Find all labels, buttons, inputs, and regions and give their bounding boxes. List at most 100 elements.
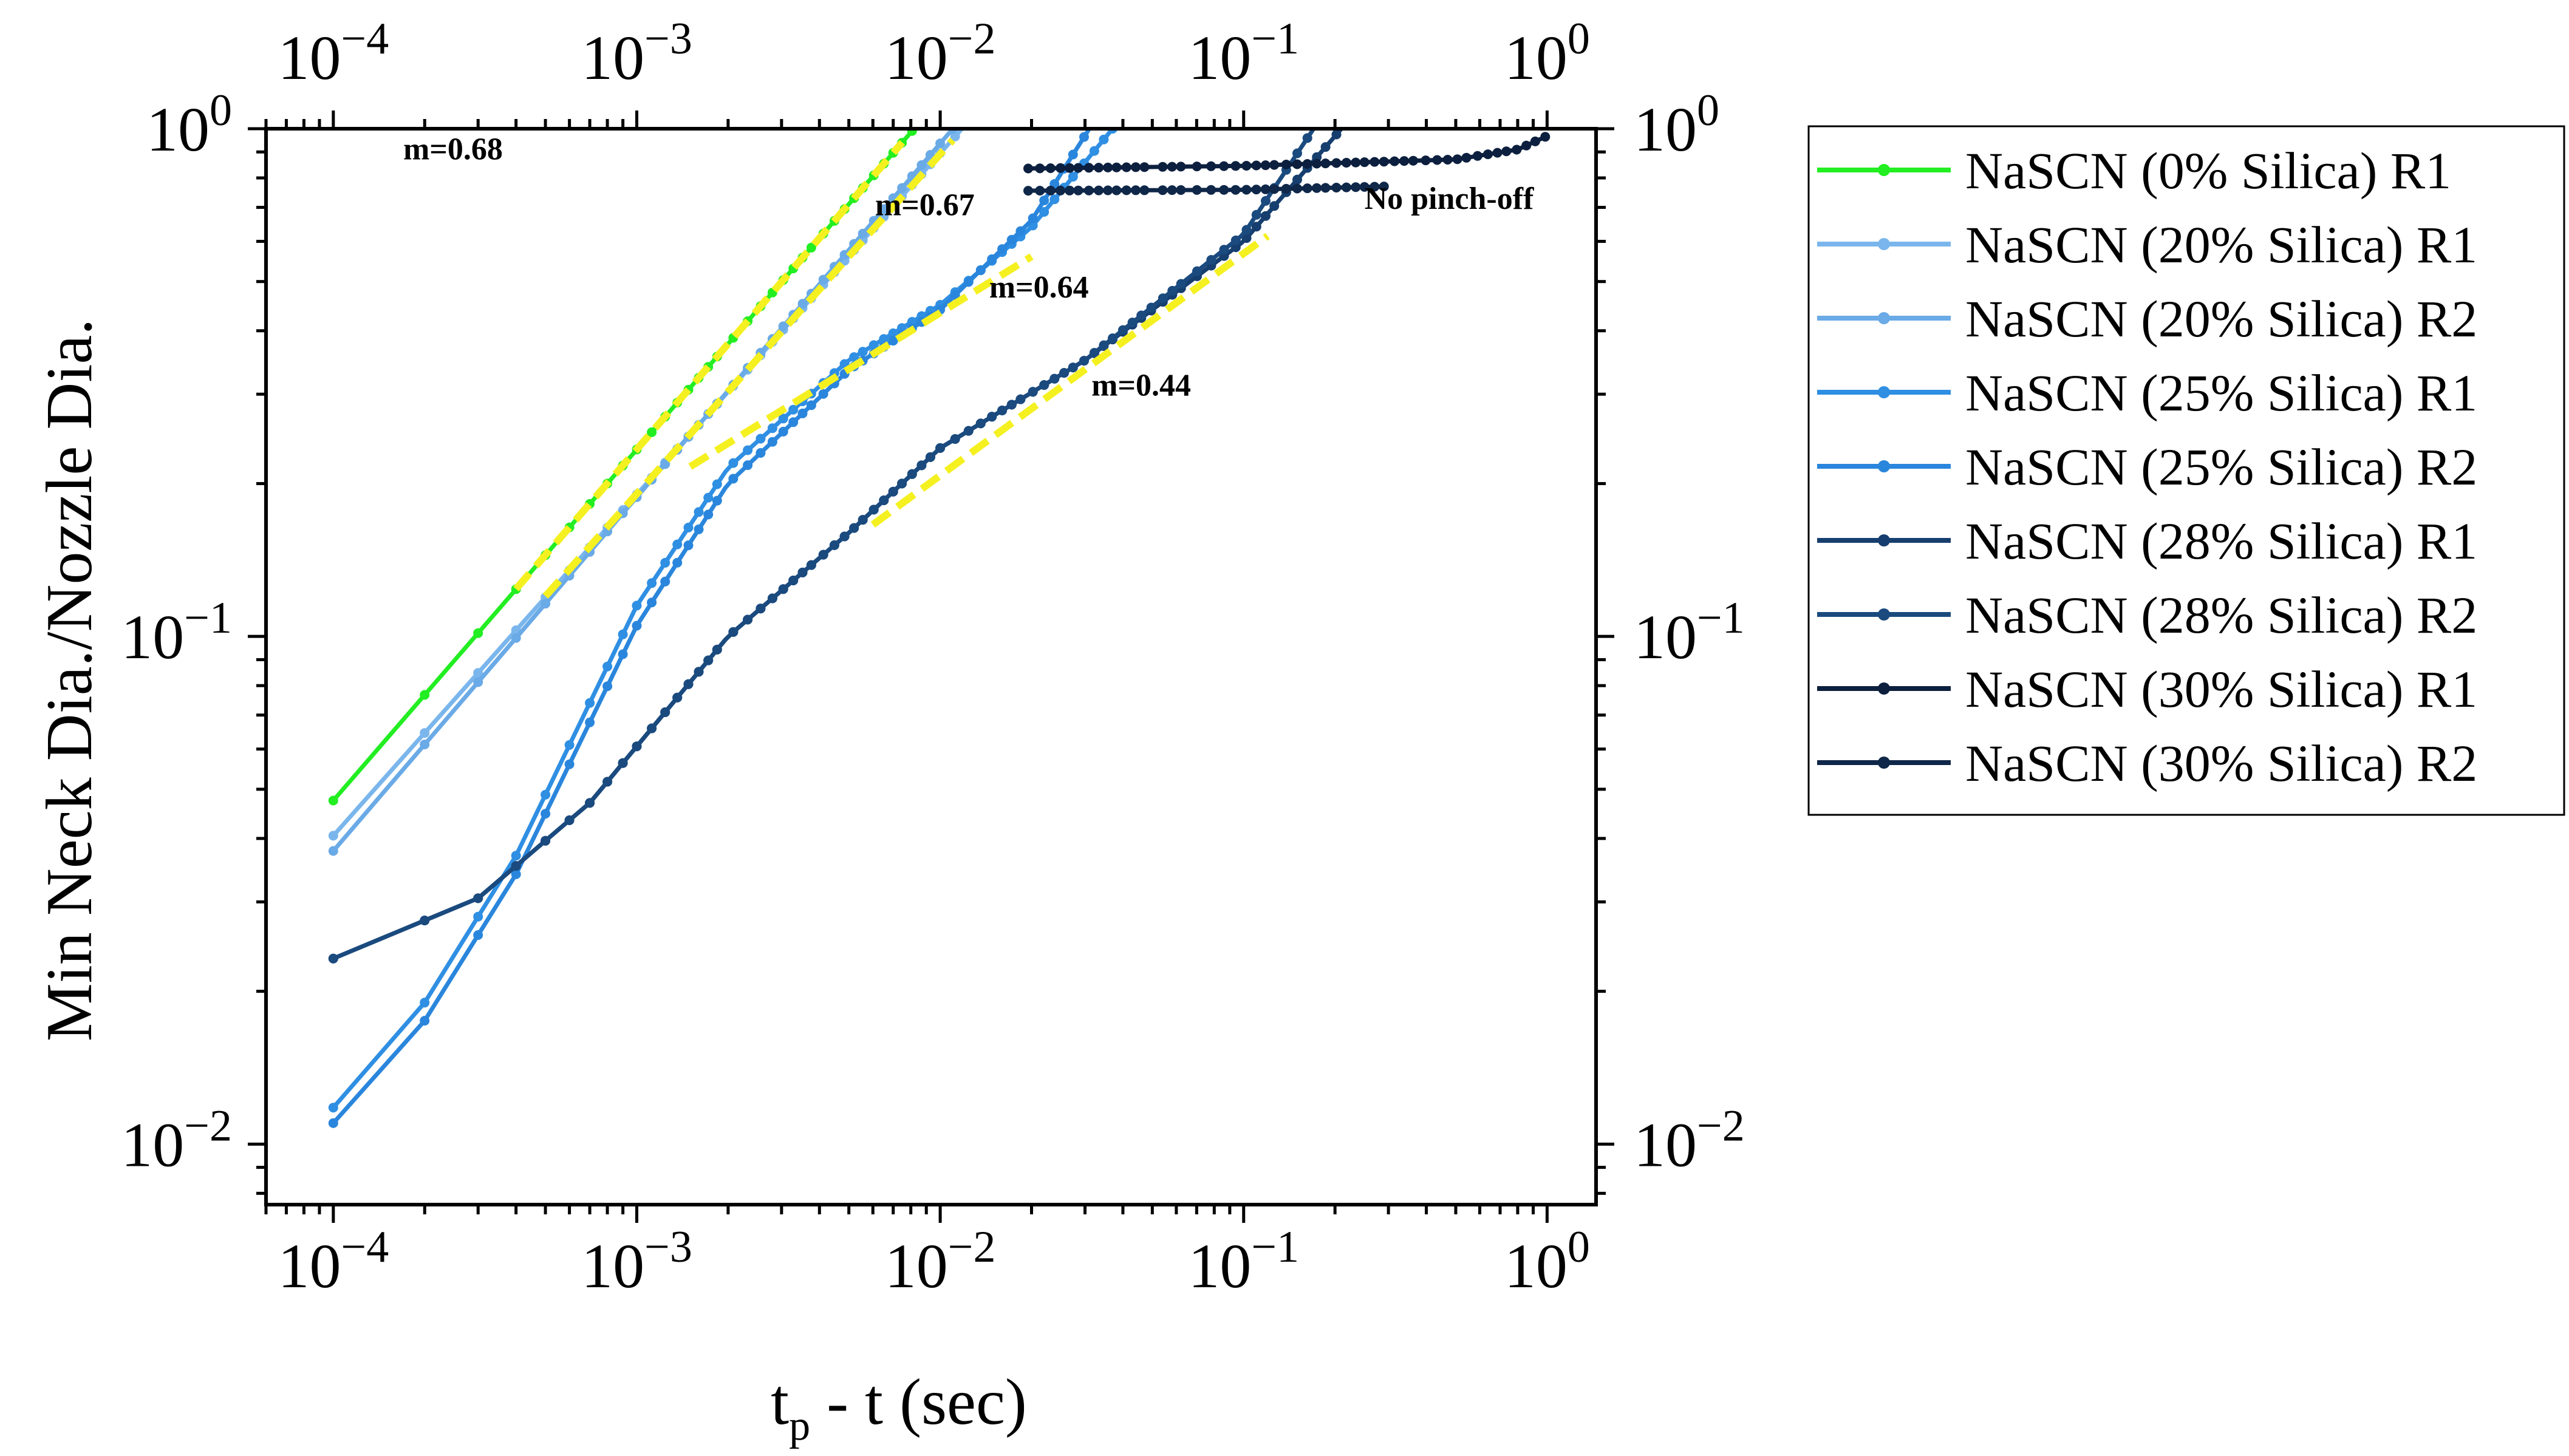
series-point (1176, 162, 1186, 172)
series-point (1192, 185, 1202, 195)
series-point (1292, 174, 1302, 185)
series-point (778, 426, 788, 437)
series-point (997, 406, 1008, 415)
annotation: m=0.64 (989, 270, 1089, 305)
series-point (797, 408, 808, 418)
series-point (1068, 149, 1078, 160)
series-point (541, 809, 551, 819)
series-point (1331, 183, 1342, 192)
x-tick-label-top: 10−4 (278, 14, 389, 93)
series-point (1260, 184, 1271, 194)
x-tick-label-bottom-exp: 0 (1568, 1222, 1590, 1272)
x-tick-label-top-base: 10 (885, 23, 948, 93)
series-point (897, 323, 907, 333)
series-point (618, 649, 628, 659)
legend-marker (1878, 757, 1890, 769)
series-point (1158, 185, 1168, 196)
series-point (743, 614, 753, 625)
legend-label: NaSCN (20% Silica) R1 (1965, 216, 2477, 274)
series-point (916, 160, 927, 170)
y-tick-label-right-base: 10 (1634, 602, 1697, 672)
series-point (788, 404, 799, 415)
series-point (1379, 157, 1389, 167)
series-point (683, 540, 694, 551)
series-point (1192, 266, 1202, 276)
series-point (660, 459, 670, 469)
y-tick-label-right-base: 10 (1634, 1110, 1697, 1180)
series-point (788, 417, 799, 427)
series-point (818, 549, 828, 560)
x-tick-label-bottom-exp: −4 (341, 1222, 389, 1272)
series-point (1219, 161, 1229, 171)
series-point (778, 584, 788, 594)
series-point (1111, 185, 1122, 196)
fit-line (870, 233, 1270, 528)
series-point (647, 427, 657, 437)
series-point (756, 434, 766, 444)
series-point (1049, 194, 1060, 205)
x-tick-label-bottom-base: 10 (1188, 1231, 1251, 1301)
series-point (660, 557, 670, 568)
series-point (879, 334, 889, 344)
legend-marker (1878, 238, 1890, 250)
series-point (1039, 196, 1049, 206)
legend-marker (1878, 386, 1890, 398)
series-point (1302, 159, 1312, 169)
series-point (975, 418, 986, 429)
series-point (1039, 207, 1049, 217)
series-point (1206, 255, 1216, 265)
series-point (778, 321, 788, 332)
series-point (806, 560, 816, 570)
series-point (1219, 185, 1229, 195)
series-point (632, 621, 642, 631)
series-point (1083, 163, 1094, 173)
series-point (1331, 158, 1342, 168)
series-point (618, 629, 628, 639)
y-tick-label-left: 10−1 (121, 593, 232, 672)
series-point (1108, 333, 1117, 344)
series-point (1167, 162, 1177, 172)
series-7 (328, 129, 1315, 964)
series-point (728, 474, 739, 484)
annotation: m=0.44 (1091, 369, 1191, 403)
series-point (703, 492, 714, 503)
series-point (1006, 400, 1017, 410)
y-tick-label-right: 100 (1634, 86, 1719, 165)
series-point (1111, 162, 1122, 172)
series-point (420, 690, 430, 700)
legend-item: NaSCN (25% Silica) R2 (1817, 438, 2477, 496)
series-point (1269, 160, 1280, 170)
series-point (1028, 387, 1038, 397)
series-point (602, 777, 613, 787)
series-point (1359, 182, 1370, 192)
series-point (728, 458, 739, 468)
series-point (1512, 145, 1522, 155)
series-point (818, 274, 828, 285)
series-point (1230, 185, 1241, 195)
series-point (1089, 348, 1099, 358)
series-point (1292, 159, 1302, 169)
series-point (1103, 162, 1113, 172)
series-point (328, 1103, 338, 1113)
legend-item: NaSCN (20% Silica) R2 (1817, 290, 2477, 348)
x-tick-label-bottom-base: 10 (278, 1231, 341, 1301)
series-point (1094, 185, 1104, 196)
series-point (1065, 185, 1075, 196)
legend-marker (1878, 534, 1890, 546)
y-tick-label-left: 100 (146, 86, 232, 165)
legend-label: NaSCN (30% Silica) R1 (1965, 660, 2477, 718)
series-point (694, 524, 704, 534)
y-tick-label-left-base: 10 (121, 602, 184, 672)
series-point (743, 460, 753, 471)
series-point (1292, 148, 1302, 158)
series-point (907, 469, 917, 479)
legend-marker (1878, 164, 1890, 176)
series-point (632, 600, 642, 611)
x-tick-label-top-base: 10 (581, 23, 644, 93)
series-point (1094, 163, 1104, 173)
x-axis-label-rest: - t (sec) (810, 1366, 1027, 1438)
legend-marker (1878, 682, 1890, 695)
series-point (1241, 185, 1252, 195)
series-point (888, 328, 898, 338)
series-point (1390, 156, 1400, 166)
